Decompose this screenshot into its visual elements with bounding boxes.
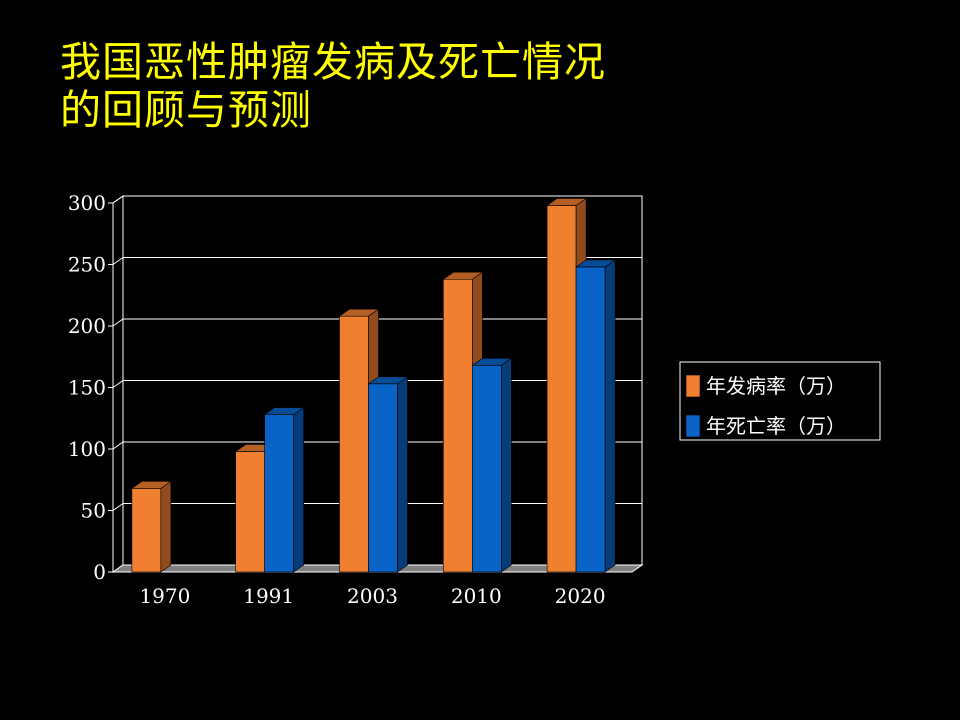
x-tick-label: 2003 [347,584,398,608]
slide-title: 我国恶性肿瘤发病及死亡情况 的回顾与预测 [60,38,780,134]
y-tick-label: 250 [68,253,106,277]
bar-side [604,259,616,573]
y-axis: 0 50 100 150 200 250 300 [68,191,114,584]
legend-swatch [685,374,701,398]
x-tick-label: 2020 [555,584,606,608]
bar-top [367,376,409,385]
bar-top [442,271,484,280]
y-tick-label: 300 [68,191,106,215]
bar-mortality-2010 [471,357,513,573]
bar-top [263,407,305,415]
bar-side [160,480,172,573]
bar-front [575,266,606,573]
legend-label: 年死亡率（万） [706,414,846,438]
gridline [112,257,642,265]
bar-front [546,205,577,573]
bar-front [235,451,265,573]
bar-side [293,406,305,573]
y-tick-label: 200 [68,314,106,338]
legend-box [679,361,881,441]
bar-front [471,365,502,573]
bar-top [546,198,588,206]
bar-front [131,488,162,573]
legend-swatch [685,414,701,438]
bar-mortality-2003 [367,376,409,573]
x-tick-label: 2010 [451,584,502,608]
x-tick-label: 1970 [139,584,190,608]
legend-label: 年发病率（万） [706,374,846,398]
bar-front [264,414,295,573]
x-tick-label: 1991 [243,584,294,608]
y-tick-label: 100 [68,437,106,461]
bar-top [575,259,617,268]
bar-top [338,308,380,317]
bar-front [339,315,369,573]
bar-front [442,278,473,573]
bar-front [368,383,398,573]
y-tick-label: 0 [93,560,106,584]
x-axis: 1970 1991 2003 2010 2020 [139,584,605,608]
slide-title-line-1: 我国恶性肿瘤发病及死亡情况 [60,38,606,86]
y-tick-label: 150 [68,376,106,400]
bar-mortality-1991 [263,406,305,573]
bar-side [500,357,512,573]
bar-top [130,481,172,489]
bar-mortality-2020 [575,259,617,573]
y-tick-label: 50 [81,499,106,523]
bar-side [397,376,408,573]
chart-bars [130,197,617,573]
slide-title-line-2: 的回顾与预测 [60,86,312,134]
bar-incidence-1970 [130,480,172,573]
chart-legend: 年发病率（万） 年死亡率（万） [679,361,881,441]
bar-top [471,358,513,366]
gridline [112,195,642,204]
